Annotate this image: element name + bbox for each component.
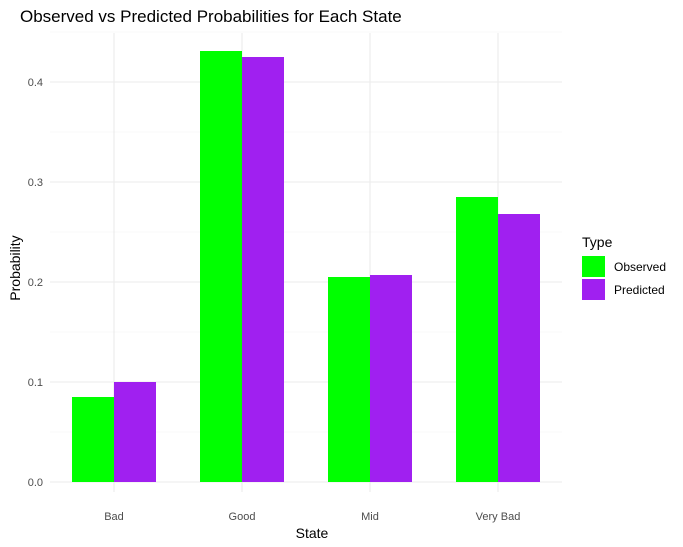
bar-predicted-very-bad — [498, 214, 540, 482]
bar-observed-very-bad — [456, 197, 498, 482]
legend-title: Type — [582, 234, 613, 250]
bar-predicted-mid — [370, 275, 412, 482]
bars-group — [72, 51, 540, 482]
y-tick-label: 0.1 — [28, 377, 43, 389]
x-axis-title: State — [296, 525, 329, 541]
x-tick-label: Good — [229, 511, 256, 523]
legend-label-observed: Observed — [614, 260, 666, 274]
legend-key-observed — [582, 256, 605, 277]
legend-label-predicted: Predicted — [614, 283, 665, 297]
bar-predicted-bad — [114, 382, 156, 482]
bar-observed-mid — [328, 277, 370, 482]
chart-title: Observed vs Predicted Probabilities for … — [20, 7, 402, 26]
y-tick-label: 0.4 — [28, 77, 43, 89]
x-axis-ticks: Bad Good Mid Very Bad — [104, 511, 520, 523]
bar-observed-good — [200, 51, 242, 482]
legend: Type Observed Predicted — [582, 234, 666, 300]
y-tick-label: 0.0 — [28, 477, 43, 489]
bar-predicted-good — [242, 57, 284, 482]
legend-key-predicted — [582, 279, 605, 300]
x-tick-label: Very Bad — [476, 511, 521, 523]
y-tick-label: 0.3 — [28, 177, 43, 189]
y-axis-title: Probability — [7, 235, 23, 300]
x-tick-label: Mid — [361, 511, 379, 523]
bar-observed-bad — [72, 397, 114, 482]
y-axis-ticks: 0.0 0.1 0.2 0.3 0.4 — [28, 77, 43, 489]
y-tick-label: 0.2 — [28, 277, 43, 289]
x-tick-label: Bad — [104, 511, 124, 523]
